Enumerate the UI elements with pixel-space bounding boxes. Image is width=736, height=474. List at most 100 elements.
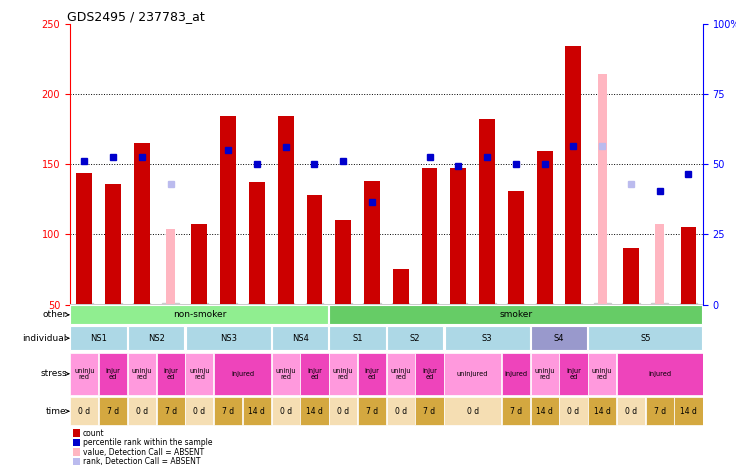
Bar: [508, 191, 524, 304]
Text: uninju
red: uninju red: [275, 368, 296, 380]
Bar: [565, 46, 581, 304]
Bar: [329, 353, 358, 395]
Bar: [588, 326, 702, 350]
Bar: [272, 326, 328, 350]
Bar: [71, 305, 328, 324]
Text: S5: S5: [640, 334, 651, 343]
Bar: [185, 326, 271, 350]
Bar: [502, 353, 530, 395]
Text: uninju
red: uninju red: [333, 368, 353, 380]
Bar: [191, 225, 208, 304]
Bar: [598, 74, 606, 304]
Bar: [249, 182, 265, 304]
Text: injur
ed: injur ed: [106, 368, 121, 380]
Text: uninju
red: uninju red: [74, 368, 94, 380]
Bar: [105, 184, 121, 304]
Bar: [655, 225, 664, 304]
Bar: [73, 448, 80, 456]
Text: time: time: [46, 407, 67, 416]
Text: 0 d: 0 d: [78, 407, 91, 416]
Bar: [559, 397, 587, 425]
Text: S3: S3: [482, 334, 492, 343]
Text: 14 d: 14 d: [306, 407, 323, 416]
Text: injured: injured: [231, 371, 254, 377]
Bar: [307, 195, 322, 304]
Text: 14 d: 14 d: [537, 407, 553, 416]
Text: 14 d: 14 d: [249, 407, 266, 416]
Text: 7 d: 7 d: [423, 407, 436, 416]
Bar: [537, 152, 553, 304]
Bar: [358, 353, 386, 395]
Text: rank, Detection Call = ABSENT: rank, Detection Call = ABSENT: [83, 457, 200, 466]
Text: injur
ed: injur ed: [163, 368, 178, 380]
Text: 7 d: 7 d: [107, 407, 119, 416]
Bar: [445, 326, 530, 350]
Bar: [422, 168, 437, 304]
Text: uninju
red: uninju red: [592, 368, 612, 380]
Text: S4: S4: [553, 334, 565, 343]
Bar: [364, 181, 380, 304]
Text: 0 d: 0 d: [337, 407, 350, 416]
Bar: [393, 269, 408, 304]
Bar: [531, 326, 587, 350]
Text: 7 d: 7 d: [654, 407, 666, 416]
Bar: [157, 353, 185, 395]
Text: 0 d: 0 d: [394, 407, 407, 416]
Text: 0 d: 0 d: [135, 407, 148, 416]
Bar: [99, 353, 127, 395]
Bar: [300, 397, 328, 425]
Bar: [479, 119, 495, 304]
Bar: [73, 457, 80, 465]
Bar: [300, 353, 328, 395]
Bar: [214, 353, 271, 395]
Bar: [674, 397, 703, 425]
Bar: [157, 397, 185, 425]
Text: uninju
red: uninju red: [189, 368, 210, 380]
Bar: [73, 439, 80, 447]
Text: non-smoker: non-smoker: [173, 310, 226, 319]
Text: NS1: NS1: [91, 334, 107, 343]
Bar: [445, 353, 501, 395]
Bar: [128, 353, 156, 395]
Bar: [502, 397, 530, 425]
Bar: [128, 397, 156, 425]
Text: injured: injured: [504, 371, 528, 377]
Bar: [272, 397, 300, 425]
Text: uninju
red: uninju red: [132, 368, 152, 380]
Bar: [415, 397, 444, 425]
Bar: [386, 397, 415, 425]
Bar: [617, 397, 645, 425]
Text: S1: S1: [353, 334, 363, 343]
Bar: [588, 353, 616, 395]
Text: injured: injured: [648, 371, 671, 377]
Bar: [336, 220, 351, 304]
Text: 7 d: 7 d: [510, 407, 522, 416]
Text: count: count: [83, 428, 105, 438]
Bar: [358, 397, 386, 425]
Text: percentile rank within the sample: percentile rank within the sample: [83, 438, 213, 447]
Text: stress: stress: [40, 369, 67, 378]
Bar: [71, 326, 127, 350]
Bar: [330, 326, 386, 350]
Text: injur
ed: injur ed: [307, 368, 322, 380]
Text: NS3: NS3: [219, 334, 237, 343]
Text: GDS2495 / 237783_at: GDS2495 / 237783_at: [67, 9, 205, 23]
Text: 0 d: 0 d: [280, 407, 291, 416]
Bar: [77, 173, 92, 304]
Bar: [185, 353, 213, 395]
Bar: [623, 248, 639, 304]
Text: injur
ed: injur ed: [422, 368, 437, 380]
Text: 7 d: 7 d: [222, 407, 234, 416]
Text: uninju
red: uninju red: [391, 368, 411, 380]
Bar: [99, 397, 127, 425]
Bar: [450, 168, 466, 304]
Text: 0 d: 0 d: [625, 407, 637, 416]
Bar: [185, 397, 213, 425]
Text: 0 d: 0 d: [467, 407, 479, 416]
Bar: [645, 397, 674, 425]
Bar: [559, 353, 587, 395]
Bar: [214, 397, 242, 425]
Bar: [220, 117, 236, 304]
Text: 7 d: 7 d: [366, 407, 378, 416]
Bar: [329, 397, 358, 425]
